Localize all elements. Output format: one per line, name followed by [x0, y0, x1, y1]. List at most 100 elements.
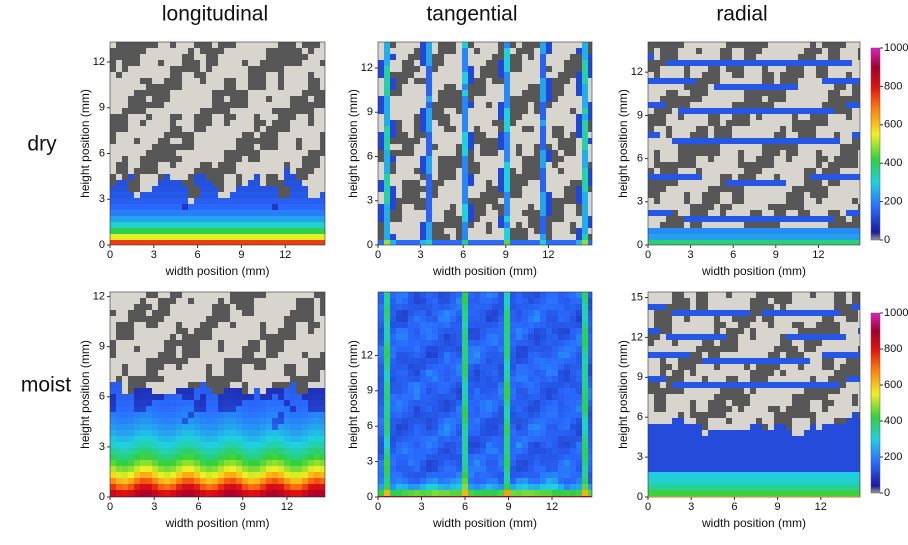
heat-cell — [242, 364, 248, 370]
heat-cell — [200, 48, 206, 54]
heat-cell — [732, 78, 738, 84]
heat-cell — [314, 210, 320, 216]
heat-cell — [128, 328, 134, 334]
heat-cell — [762, 48, 768, 54]
heat-cell — [302, 126, 308, 132]
heat-cell — [738, 72, 744, 78]
heat-cell — [588, 144, 592, 150]
heat-cell — [272, 316, 278, 322]
heat-cell — [110, 478, 116, 484]
heat-cell — [140, 484, 146, 490]
heat-cell — [432, 102, 438, 108]
heat-cell — [260, 334, 266, 340]
heat-cell — [678, 132, 684, 138]
heat-cell — [462, 132, 468, 138]
heat-cell — [588, 108, 592, 114]
heat-cell — [420, 54, 426, 60]
y-tick-label: 6 — [99, 147, 105, 159]
heat-cell — [744, 132, 750, 138]
heat-cell — [450, 48, 456, 54]
heat-cell — [498, 186, 504, 192]
heat-cell — [402, 102, 408, 108]
heat-cell — [804, 216, 810, 222]
heat-cell — [110, 430, 116, 436]
heat-cell — [564, 42, 570, 48]
heat-cell — [164, 240, 170, 245]
heat-cell — [846, 180, 852, 186]
heat-cell — [456, 192, 462, 198]
heat-cell — [278, 120, 284, 126]
heat-cell — [384, 210, 390, 216]
heat-cell — [146, 156, 152, 162]
heat-cell — [846, 144, 852, 150]
heat-cell — [188, 156, 194, 162]
heat-cell — [218, 126, 224, 132]
heat-cell — [314, 382, 320, 388]
heat-cell — [164, 454, 170, 460]
heat-cell — [738, 126, 744, 132]
heat-cell — [780, 48, 786, 54]
heat-cell — [390, 228, 396, 234]
heat-cell — [158, 78, 164, 84]
heat-cell — [206, 364, 212, 370]
heat-cell — [546, 114, 552, 120]
heat-cell — [290, 90, 296, 96]
heat-cell — [290, 424, 296, 430]
heat-cell — [320, 310, 325, 316]
heat-cell — [546, 204, 552, 210]
heat-cell — [284, 490, 290, 496]
heat-cell — [678, 198, 684, 204]
heat-cell — [744, 192, 750, 198]
heat-cell — [390, 132, 396, 138]
heat-cell — [756, 78, 762, 84]
heat-cell — [570, 186, 576, 192]
heat-cell — [170, 114, 176, 120]
heat-cell — [158, 60, 164, 66]
heat-cell — [164, 304, 170, 310]
heat-cell — [816, 234, 822, 240]
heat-cell — [284, 114, 290, 120]
heat-cell — [498, 72, 504, 78]
heat-cell — [474, 162, 480, 168]
heat-cell — [384, 132, 390, 138]
heat-cell — [194, 436, 200, 442]
heat-cell — [822, 84, 828, 90]
heat-cell — [690, 156, 696, 162]
heat-cell — [540, 210, 546, 216]
heat-cell — [798, 240, 804, 245]
heat-cell — [308, 454, 314, 460]
heat-cell — [278, 436, 284, 442]
heat-cell — [858, 42, 860, 48]
heat-cell — [498, 174, 504, 180]
heat-cell — [684, 180, 690, 186]
heat-cell — [462, 156, 468, 162]
heat-cell — [570, 234, 576, 240]
heat-cell — [314, 412, 320, 418]
heat-cell — [284, 168, 290, 174]
heat-cell — [456, 198, 462, 204]
heat-cell — [474, 66, 480, 72]
heat-cell — [522, 72, 528, 78]
heat-cell — [654, 198, 660, 204]
heat-cell — [308, 400, 314, 406]
heat-cell — [140, 54, 146, 60]
heat-cell — [170, 72, 176, 78]
heat-cell — [810, 162, 816, 168]
heat-cell — [438, 72, 444, 78]
heat-cell — [176, 454, 182, 460]
heat-cell — [254, 484, 260, 490]
heat-cell — [212, 304, 218, 310]
heat-cell — [648, 204, 654, 210]
heat-cell — [480, 120, 486, 126]
heat-cell — [272, 72, 278, 78]
heat-cell — [116, 388, 122, 394]
heat-cell — [218, 322, 224, 328]
heat-cell — [176, 322, 182, 328]
heat-cell — [390, 162, 396, 168]
heat-cell — [290, 328, 296, 334]
heat-cell — [480, 54, 486, 60]
heat-cell — [750, 126, 756, 132]
heat-cell — [236, 240, 242, 245]
heat-cell — [786, 240, 792, 245]
heat-cell — [798, 210, 804, 216]
